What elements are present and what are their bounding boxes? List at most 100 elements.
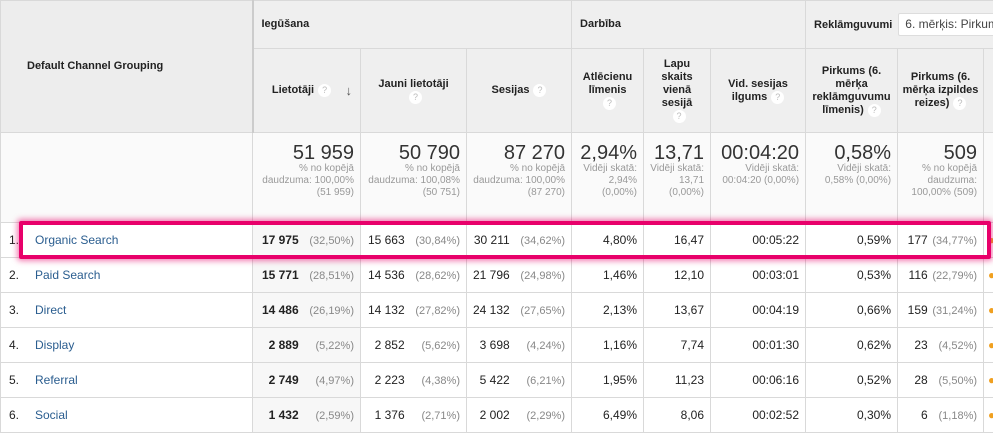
total-note: Vidēji skatā: 0,58% (0,00%) [810, 163, 891, 187]
conversions-percent: (5,50%) [931, 375, 977, 387]
conversions-value: 177 [908, 233, 928, 247]
avg-duration-cell: 00:01:30 [711, 328, 806, 363]
conversions-cell: 159 (31,24%) [898, 293, 984, 328]
users-cell: 14 486 (26,19%) [253, 293, 361, 328]
col-extra [984, 49, 993, 133]
conv-rate-cell: 0,62% [806, 328, 898, 363]
avg-duration-cell: 00:03:01 [711, 258, 806, 293]
col-conv-rate[interactable]: Pirkums (6. mērķa reklāmguvumu līmenis)? [806, 49, 898, 133]
col-new-users[interactable]: Jauni lietotāji? [361, 49, 467, 133]
total-value: 2,94% [576, 143, 637, 163]
help-icon[interactable]: ? [318, 84, 331, 97]
sessions-value: 21 796 [473, 268, 510, 282]
sessions-cell: 21 796 (24,98%) [467, 258, 572, 293]
channel-link[interactable]: Paid Search [35, 268, 100, 282]
total-value: 87 270 [471, 143, 565, 163]
help-icon[interactable]: ? [409, 91, 422, 104]
extra-cell: ● [984, 293, 993, 328]
extra-cell: ● [984, 258, 993, 293]
help-icon[interactable]: ? [603, 97, 616, 110]
sessions-cell: 5 422 (6,21%) [467, 363, 572, 398]
avg-duration-cell: 00:05:22 [711, 223, 806, 258]
new-users-value: 2 223 [375, 373, 405, 387]
users-value: 15 771 [262, 268, 299, 282]
help-icon[interactable]: ? [771, 91, 784, 104]
col-avg-duration[interactable]: Vid. sesijas ilgums? [711, 49, 806, 133]
conv-rate-cell: 0,59% [806, 223, 898, 258]
avg-duration-cell: 00:06:16 [711, 363, 806, 398]
total-cell: 51 959% no kopējā daudzuma: 100,00% (51 … [253, 133, 361, 223]
conversions-cell: 177 (34,77%) [898, 223, 984, 258]
table-row: 3.Direct 14 486 (26,19%) 14 132 (27,82%)… [1, 293, 993, 328]
col-sessions[interactable]: Sesijas? [467, 49, 572, 133]
conv-rate-cell: 0,30% [806, 398, 898, 433]
goal-select[interactable]: 6. mērķis: Pirkums [898, 13, 993, 36]
total-note: Vidēji skatā: 13,71 (0,00%) [648, 163, 704, 199]
row-number: 5. [9, 373, 35, 387]
total-note: Vidēji skatā: 00:04:20 (0,00%) [715, 163, 799, 187]
conversions-value: 159 [908, 303, 928, 317]
conv-rate-cell: 0,66% [806, 293, 898, 328]
users-cell: 1 432 (2,59%) [253, 398, 361, 433]
help-icon[interactable]: ? [673, 110, 686, 123]
bounce-rate-cell: 6,49% [572, 398, 644, 433]
users-percent: (26,19%) [302, 305, 354, 317]
conversions-value: 116 [909, 268, 928, 282]
col-label: Jauni lietotāji [378, 78, 448, 90]
conversions-percent: (31,24%) [931, 305, 977, 317]
users-percent: (28,51%) [302, 270, 354, 282]
total-note: % no kopējā daudzuma: 100,00% (87 270) [471, 163, 565, 199]
help-icon[interactable]: ? [953, 97, 966, 110]
row-number: 6. [9, 408, 35, 422]
channel-link[interactable]: Organic Search [35, 233, 118, 247]
col-users[interactable]: Lietotāji?↓ [253, 49, 361, 133]
conversions-cell: 6 (1,18%) [898, 398, 984, 433]
bounce-rate-cell: 4,80% [572, 223, 644, 258]
new-users-cell: 15 663 (30,84%) [361, 223, 467, 258]
pages-per-session-cell: 16,47 [644, 223, 711, 258]
avg-duration-cell: 00:02:52 [711, 398, 806, 433]
sessions-value: 30 211 [474, 233, 510, 247]
new-users-value: 1 376 [375, 408, 405, 422]
table-row: 6.Social 1 432 (2,59%) 1 376 (2,71%) 2 0… [1, 398, 993, 433]
extra-cell: ● [984, 363, 993, 398]
channel-link[interactable]: Display [35, 338, 74, 352]
new-users-percent: (27,82%) [408, 305, 460, 317]
sessions-value: 24 132 [473, 303, 510, 317]
col-conversions[interactable]: Pirkums (6. mērķa izpildes reizes)? [898, 49, 984, 133]
sort-desc-icon[interactable]: ↓ [346, 84, 353, 97]
row-number: 2. [9, 268, 35, 282]
col-bounce-rate[interactable]: Atlēcienu līmenis? [572, 49, 644, 133]
conversions-percent: (34,77%) [931, 235, 977, 247]
row-number: 1. [9, 233, 35, 247]
conversions-cell: 28 (5,50%) [898, 363, 984, 398]
sessions-cell: 3 698 (4,24%) [467, 328, 572, 363]
sessions-cell: 24 132 (27,65%) [467, 293, 572, 328]
sessions-percent: (34,62%) [513, 235, 565, 247]
channel-link[interactable]: Direct [35, 303, 66, 317]
sessions-cell: 2 002 (2,29%) [467, 398, 572, 433]
total-value: 51 959 [257, 143, 354, 163]
table-row: 2.Paid Search 15 771 (28,51%) 14 536 (28… [1, 258, 993, 293]
pages-per-session-cell: 7,74 [644, 328, 711, 363]
new-users-cell: 2 852 (5,62%) [361, 328, 467, 363]
dimension-cell: 4.Display [1, 328, 253, 363]
col-label: Pirkums (6. mērķa izpildes reizes) [903, 71, 979, 109]
extra-cell: ● [984, 398, 993, 433]
sessions-value: 3 698 [480, 338, 510, 352]
help-icon[interactable]: ? [533, 84, 546, 97]
users-percent: (32,50%) [302, 235, 354, 247]
total-value: 50 790 [365, 143, 460, 163]
pages-per-session-cell: 11,23 [644, 363, 711, 398]
conversions-value: 28 [914, 373, 927, 387]
bounce-rate-cell: 1,95% [572, 363, 644, 398]
table-row: 5.Referral 2 749 (4,97%) 2 223 (4,38%) 5… [1, 363, 993, 398]
channel-link[interactable]: Referral [35, 373, 78, 387]
channel-link[interactable]: Social [35, 408, 68, 422]
new-users-cell: 14 132 (27,82%) [361, 293, 467, 328]
help-icon[interactable]: ? [868, 104, 881, 117]
new-users-percent: (30,84%) [408, 235, 460, 247]
col-pages-per-session[interactable]: Lapu skaits vienā sesijā? [644, 49, 711, 133]
users-value: 2 889 [269, 338, 299, 352]
conv-rate-cell: 0,53% [806, 258, 898, 293]
